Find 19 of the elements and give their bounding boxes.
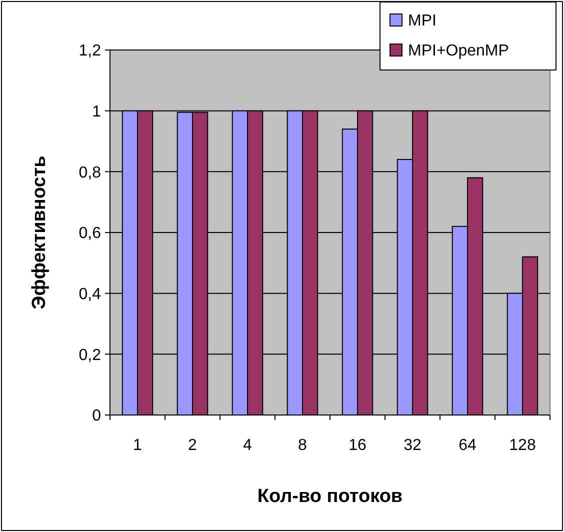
y-tick-label: 0,4 [78, 286, 102, 303]
legend-label: MPI+OpenMP [408, 42, 509, 60]
y-tick-label: 1 [92, 103, 102, 120]
y-tick-label: 1,2 [78, 42, 102, 60]
x-tick-label: 1 [133, 437, 142, 454]
x-tick-label: 64 [458, 437, 476, 454]
x-tick-label: 16 [348, 437, 366, 454]
y-tick-label: 0 [92, 408, 102, 425]
y-tick-label: 0,6 [78, 225, 102, 242]
x-tick-label: 32 [404, 437, 422, 454]
y-axis-title: Эффективность [29, 156, 50, 310]
x-tick-label: 4 [243, 437, 252, 454]
y-tick-label: 0,2 [78, 346, 102, 364]
y-tick-label: 0,8 [78, 164, 102, 182]
legend-label: MPI [408, 12, 436, 30]
x-tick-label: 2 [188, 437, 198, 454]
x-tick-label: 128 [509, 437, 536, 454]
x-axis-title: Кол-во потоков [257, 486, 403, 507]
x-tick-label: 8 [298, 437, 308, 454]
